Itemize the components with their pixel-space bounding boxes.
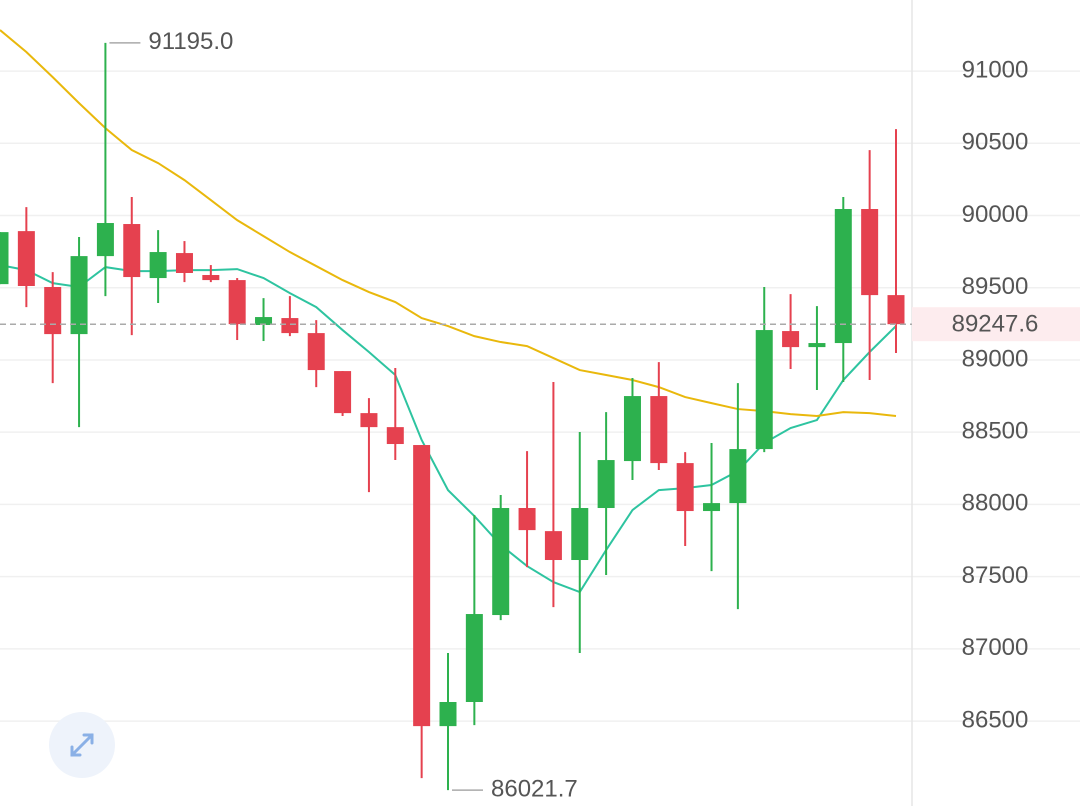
candle-body — [492, 508, 510, 616]
expand-button[interactable] — [49, 712, 115, 778]
y-tick-label: 86500 — [962, 706, 1029, 733]
candle-body — [465, 614, 483, 702]
candle-body — [228, 280, 246, 325]
candle-body — [650, 396, 668, 464]
candle-body — [571, 508, 589, 561]
candle-body — [861, 209, 879, 296]
grid — [0, 70, 1080, 722]
candle-body — [386, 427, 404, 445]
candle-body — [703, 503, 721, 512]
y-tick-label: 90000 — [962, 201, 1029, 228]
candle-body — [729, 449, 747, 504]
candle-body — [597, 460, 615, 509]
candle-body — [676, 463, 694, 512]
plot — [0, 29, 905, 791]
candle-body — [96, 223, 114, 257]
candle-body — [307, 333, 325, 371]
candle-body — [413, 445, 431, 727]
last-price-label: 89247.6 — [952, 311, 1039, 338]
candle-body — [123, 224, 141, 278]
candle-body — [255, 317, 273, 325]
candle-body — [782, 331, 800, 348]
y-tick-label: 91000 — [962, 56, 1029, 83]
y-tick-label: 89500 — [962, 273, 1029, 300]
candle-body — [808, 343, 826, 348]
candle-body — [281, 318, 299, 334]
candle-body — [334, 371, 352, 414]
candle-body — [755, 330, 773, 450]
candle-body — [44, 287, 62, 335]
candle-body — [175, 253, 193, 273]
candle-body — [202, 275, 220, 281]
y-tick-label: 88500 — [962, 418, 1029, 445]
candle-body — [17, 231, 35, 286]
y-tick-label: 88000 — [962, 490, 1029, 517]
ma-line — [0, 29, 897, 418]
candle-body — [0, 232, 9, 285]
candle-body — [887, 295, 905, 325]
ma-line — [0, 264, 897, 594]
candle-body — [834, 209, 852, 344]
candle-body — [623, 396, 641, 462]
candle-body — [518, 508, 536, 531]
candle-body — [149, 252, 167, 279]
candle-body — [544, 531, 562, 561]
y-tick-label: 90500 — [962, 129, 1029, 156]
candle-body — [70, 256, 88, 335]
low-annotation: 86021.7 — [491, 775, 578, 802]
expand-icon[interactable] — [70, 733, 94, 757]
high-annotation: 91195.0 — [148, 28, 233, 55]
y-tick-label: 87000 — [962, 634, 1029, 661]
last-price-bg — [912, 307, 1080, 342]
candle-body — [360, 413, 378, 428]
y-tick-label: 87500 — [962, 562, 1029, 589]
candle-body — [439, 702, 457, 727]
y-tick-label: 89000 — [962, 345, 1029, 372]
